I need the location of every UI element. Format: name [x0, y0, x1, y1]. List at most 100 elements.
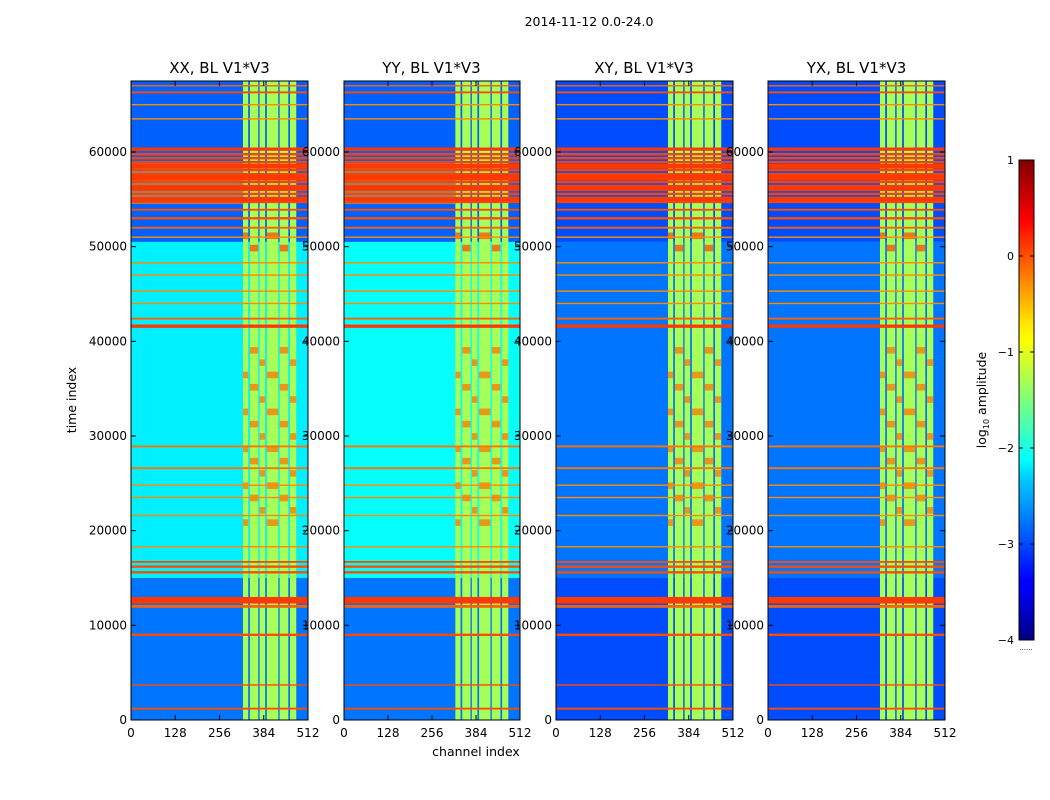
- hotspot: [491, 347, 501, 354]
- flagged-row: [768, 546, 945, 548]
- colorbar-gradient: [1018, 159, 1035, 641]
- hotspot: [916, 383, 926, 391]
- flagged-row: [131, 217, 308, 220]
- hotspot: [886, 383, 896, 391]
- flagged-stripe: [131, 172, 308, 176]
- flagged-row: [131, 546, 308, 548]
- flagged-row: [768, 445, 945, 448]
- flagged-row: [768, 317, 945, 320]
- flagged-stripe: [768, 160, 945, 164]
- hotspot: [927, 507, 934, 514]
- x-tick-label: 128: [589, 726, 612, 740]
- colorbar-tick-label: −4: [998, 634, 1014, 647]
- y-tick-label: 30000: [89, 429, 127, 443]
- hotspot: [243, 519, 249, 526]
- flagged-row: [556, 596, 733, 604]
- flagged-row: [556, 445, 733, 448]
- flagged-row: [344, 236, 520, 238]
- flagged-row: [556, 217, 733, 220]
- flagged-row: [344, 274, 520, 276]
- flagged-row: [131, 197, 308, 202]
- flagged-row: [344, 217, 520, 220]
- flagged-stripe: [556, 192, 733, 196]
- flagged-row: [131, 571, 308, 574]
- y-tick-label: 0: [332, 713, 340, 727]
- hotspot: [886, 457, 896, 465]
- y-tick-label: 40000: [89, 334, 127, 348]
- flagged-row: [556, 91, 733, 94]
- flagged-stripe: [344, 192, 520, 196]
- hotspot: [479, 232, 491, 240]
- hotspot: [279, 457, 289, 465]
- flagged-row: [344, 684, 520, 686]
- hotspot: [691, 232, 704, 240]
- heatmap-yy: [344, 81, 520, 720]
- hotspot: [455, 232, 461, 240]
- flagged-stripe: [131, 200, 308, 204]
- flagged-stripe: [131, 168, 308, 172]
- flagged-row: [556, 633, 733, 636]
- flagged-stripe: [556, 160, 733, 164]
- flagged-row: [131, 317, 308, 320]
- heat-background: [768, 241, 945, 578]
- hotspot: [880, 408, 886, 416]
- panel-xx: XX, BL V1*V3 0 128 256 384 512 0 10000 20000 300…: [89, 59, 320, 740]
- hotspot: [471, 359, 478, 366]
- panel-title: XY, BL V1*V3: [594, 59, 694, 77]
- flagged-row: [768, 118, 945, 120]
- flagged-row: [556, 484, 733, 486]
- colorbar-label-sub: 10: [982, 419, 991, 429]
- y-tick-label: 50000: [726, 240, 764, 254]
- flagged-row: [131, 604, 308, 608]
- bright-channel-band: [455, 81, 461, 720]
- flagged-row: [131, 496, 308, 499]
- x-tick-label: 512: [722, 726, 745, 740]
- hotspot: [896, 507, 903, 514]
- x-tick-label: 384: [889, 726, 912, 740]
- flagged-row: [556, 208, 733, 211]
- hotspot: [927, 359, 934, 366]
- flagged-row: [344, 262, 520, 264]
- hotspot: [715, 433, 722, 440]
- y-tick-label: 60000: [726, 145, 764, 159]
- bright-channel-band: [462, 81, 471, 720]
- hotspot: [462, 383, 471, 391]
- flagged-row: [768, 185, 945, 191]
- flagged-row: [768, 467, 945, 470]
- colorbar-tick-label: 0: [1007, 250, 1014, 263]
- flagged-row: [131, 467, 308, 470]
- flagged-row: [344, 633, 520, 636]
- flagged-stripe: [344, 172, 520, 176]
- hotspot: [259, 359, 266, 366]
- hotspot: [266, 371, 279, 379]
- hotspot: [704, 420, 714, 428]
- y-tick-label: 40000: [514, 334, 552, 348]
- hotspot: [691, 445, 704, 453]
- y-tick-label: 30000: [726, 429, 764, 443]
- flagged-row: [768, 290, 945, 292]
- bright-channel-band: [903, 81, 916, 720]
- flagged-row: [131, 302, 308, 305]
- hotspot: [684, 470, 691, 477]
- hotspot: [462, 244, 471, 252]
- hotspot: [704, 383, 714, 391]
- flagged-stripe: [344, 168, 520, 172]
- flagged-row: [768, 174, 945, 181]
- hotspot: [479, 519, 491, 526]
- y-tick-label: 40000: [302, 334, 340, 348]
- flagged-row: [131, 208, 308, 211]
- hotspot: [896, 359, 903, 366]
- flagged-row: [768, 633, 945, 636]
- axes-xy: 0 128 256 384 512 0 10000 20000 30000 40000 50000 6…: [514, 81, 745, 740]
- flagged-row: [556, 236, 733, 238]
- hotspot: [243, 408, 249, 416]
- hotspot: [668, 519, 674, 526]
- flagged-row: [131, 103, 308, 106]
- hotspot: [243, 445, 249, 453]
- hotspot: [704, 457, 714, 465]
- hotspot: [903, 519, 916, 526]
- hotspot: [927, 433, 934, 440]
- hotspot: [455, 371, 461, 379]
- flagged-row: [131, 147, 308, 151]
- y-tick-label: 20000: [514, 524, 552, 538]
